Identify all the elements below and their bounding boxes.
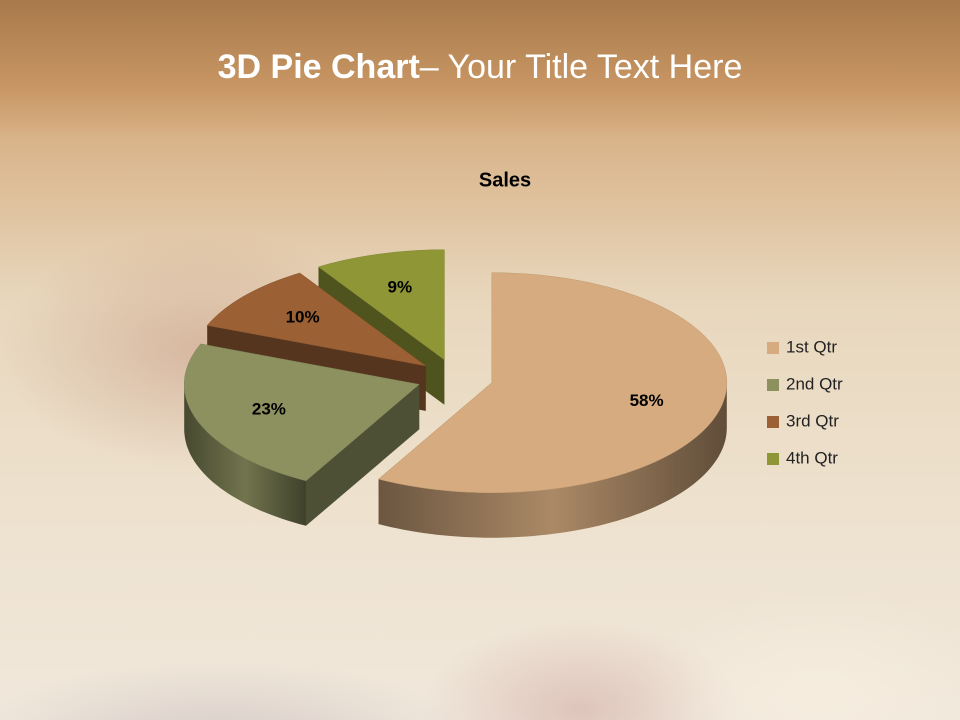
title-bold: 3D Pie Chart [217,48,420,86]
slice [206,272,426,367]
legend-label: 4th Qtr [786,448,838,467]
slice [184,343,420,482]
chart-title: Sales [479,169,531,191]
legend-swatch [767,416,779,428]
data-label: 10% [286,308,320,327]
data-label: 23% [252,399,286,418]
legend-swatch [767,379,779,391]
slice-wall [184,384,306,526]
legend-label: 2nd Qtr [786,374,843,393]
slice-wall [378,382,727,538]
legend-swatch [767,453,779,465]
title-rest: – Your Title Text Here [419,48,743,86]
legend-swatch [767,342,779,354]
data-label: 58% [630,391,664,410]
slide-title: 3D Pie Chart– Your Title Text Here [0,48,960,87]
legend-label: 1st Qtr [786,337,837,356]
slice [378,272,728,493]
data-label: 9% [388,277,413,296]
legend-label: 3rd Qtr [786,411,839,430]
slice [317,249,445,361]
